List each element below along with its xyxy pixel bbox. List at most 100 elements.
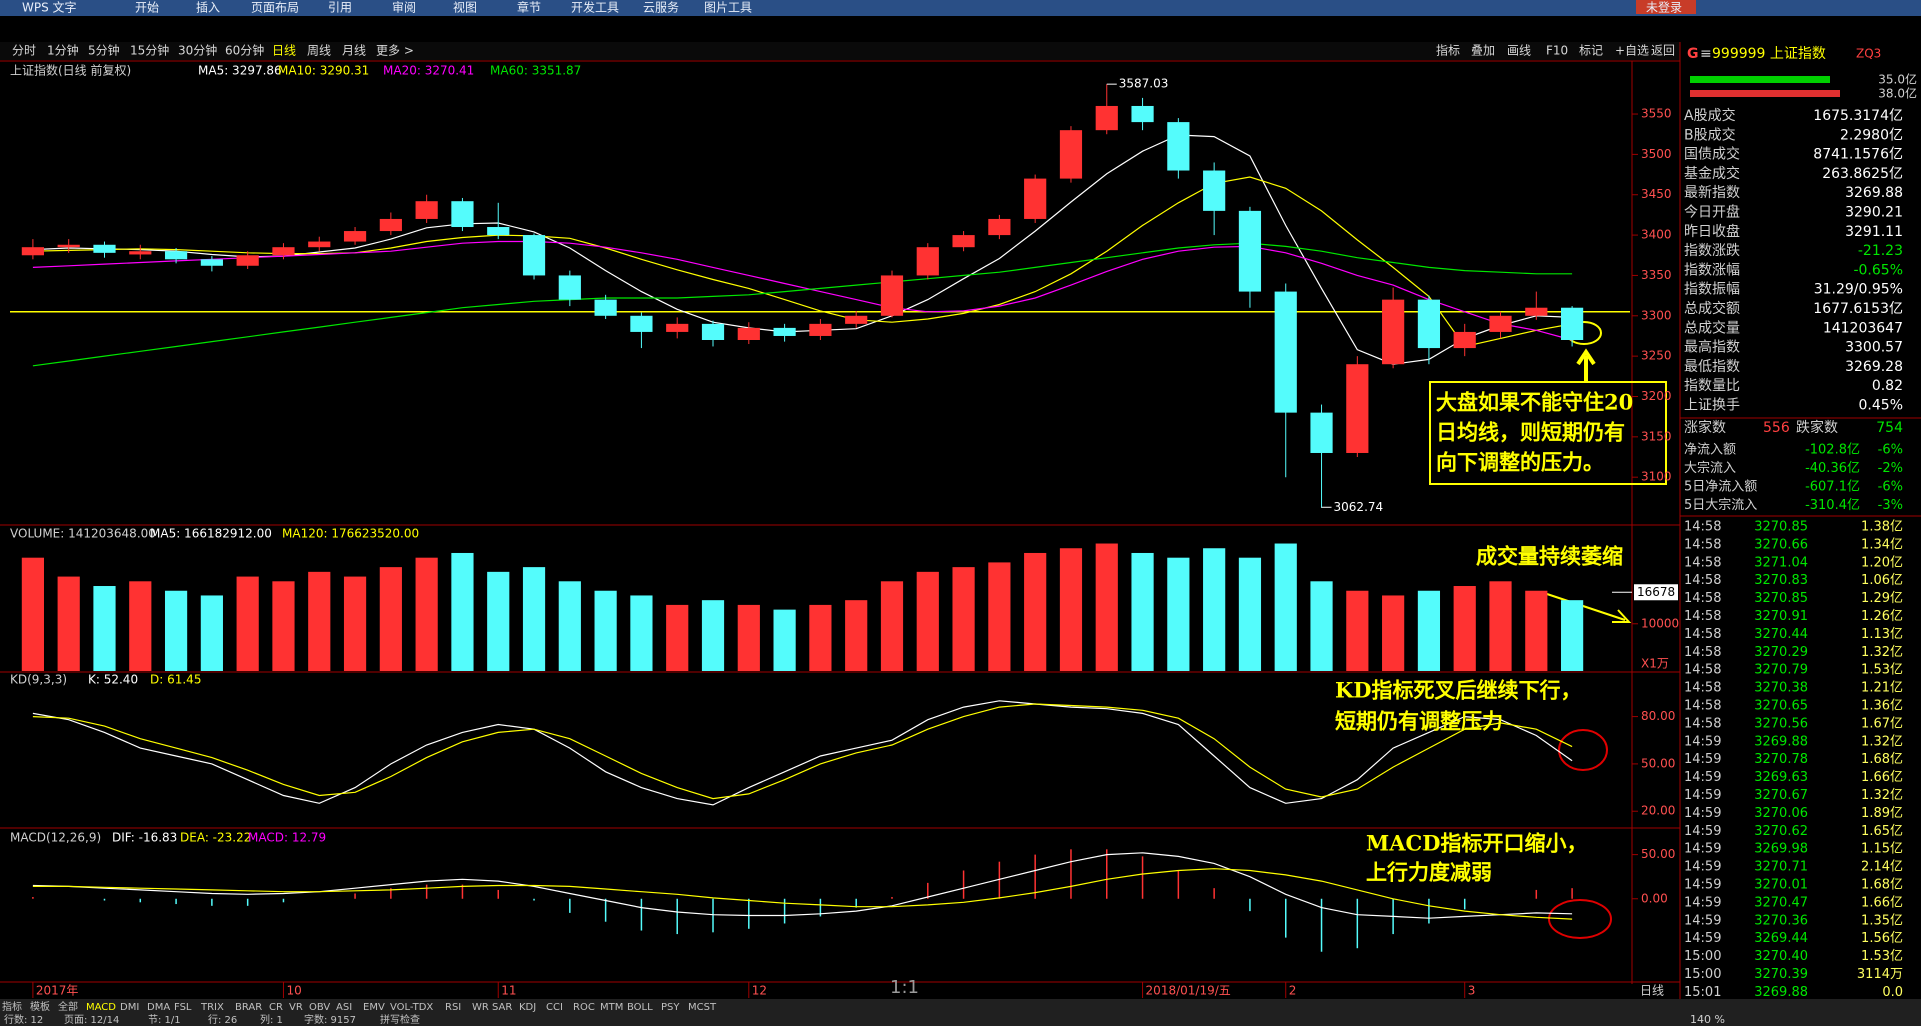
arrow xyxy=(1540,591,1632,623)
candle-body xyxy=(1095,105,1118,131)
menu-item[interactable]: WPS 文字 xyxy=(22,0,77,15)
quote-value: 3300.57 xyxy=(1845,340,1903,356)
tool-button[interactable]: 返回 xyxy=(1651,44,1675,58)
period-button[interactable]: 月线 xyxy=(342,44,366,58)
breadth: 556 xyxy=(1763,420,1790,436)
marker-box xyxy=(1634,584,1678,601)
period-button[interactable]: 更多 > xyxy=(376,44,414,58)
volume-bar xyxy=(93,586,116,671)
tick-price: 3270.06 xyxy=(1754,806,1808,821)
menu-item[interactable]: 开始 xyxy=(135,1,159,15)
indicator-tab[interactable]: TRIX xyxy=(200,1002,224,1013)
period-button[interactable]: 60分钟 xyxy=(225,43,264,58)
tick-amount: 1.34亿 xyxy=(1861,537,1903,552)
volume-bar xyxy=(343,576,367,671)
indicator-tab[interactable]: ROC xyxy=(573,1002,595,1013)
quote-label: 基金成交 xyxy=(1684,165,1740,182)
menu-icon: ≡ xyxy=(1700,46,1712,62)
indicator-tab[interactable]: ASI xyxy=(336,1002,352,1013)
tool-button[interactable]: 标记 xyxy=(1579,44,1603,58)
indicator-tab[interactable]: OBV xyxy=(309,1002,330,1013)
volume-bar xyxy=(630,595,653,671)
quote-value: 0.82 xyxy=(1872,378,1903,394)
y-tick-label: 50.00 xyxy=(1641,756,1675,770)
volume-bar xyxy=(737,604,760,671)
indicator-tab[interactable]: MTM xyxy=(600,1002,623,1013)
candle-body xyxy=(916,247,939,276)
indicator-tab[interactable]: 指标 xyxy=(2,1000,22,1013)
quote-label: 最新指数 xyxy=(1684,185,1740,201)
volume-bar xyxy=(845,600,868,671)
period-button[interactable]: 日线 xyxy=(272,44,296,58)
ma-line xyxy=(32,240,1573,341)
volume-bar xyxy=(952,567,975,671)
tick-price: 3270.44 xyxy=(1754,627,1808,642)
tool-button[interactable]: 指标 xyxy=(1436,43,1460,58)
indicator-tab[interactable]: CCI xyxy=(546,1002,563,1013)
menu-item[interactable]: 章节 xyxy=(517,0,541,15)
period-button[interactable]: 5分钟 xyxy=(88,43,120,58)
indicator-tab[interactable]: MCST xyxy=(688,1002,717,1013)
menu-item[interactable]: 插入 xyxy=(196,1,220,15)
indicator-tab[interactable]: 全部 xyxy=(58,1000,78,1013)
menu-item[interactable]: 审阅 xyxy=(392,0,416,15)
indicator-tab[interactable]: 模板 xyxy=(30,1000,50,1013)
arrow xyxy=(1576,348,1596,381)
indicator-tab[interactable]: KDJ xyxy=(519,1002,536,1013)
menu-item[interactable]: 未登录 xyxy=(1646,0,1682,15)
indicator-tab[interactable]: VOL-TDX xyxy=(390,1002,433,1013)
indicator-tab[interactable]: DMI xyxy=(120,1002,139,1013)
indicator-tab[interactable]: FSL xyxy=(174,1002,192,1013)
volume-bar xyxy=(916,571,939,671)
indicator-tab[interactable]: WR xyxy=(472,1002,489,1013)
indicator-tab[interactable]: CR xyxy=(269,1002,283,1013)
tick-price: 3270.65 xyxy=(1754,699,1808,714)
indicator-tab[interactable]: SAR xyxy=(492,1002,512,1013)
quote-label: 昨日收盘 xyxy=(1684,223,1740,240)
tool-button[interactable]: F10 xyxy=(1546,44,1568,58)
menu-item[interactable]: 页面布局 xyxy=(251,1,299,15)
period-button[interactable]: 分时 xyxy=(12,44,36,58)
annotation: 大盘如果不能守住20 xyxy=(1436,390,1633,415)
indicator-tab[interactable]: BOLL xyxy=(627,1002,653,1013)
flow-label: 净流入额 xyxy=(1684,443,1736,458)
volume-bar xyxy=(594,590,617,671)
menu-item[interactable]: 引用 xyxy=(328,1,352,15)
period-button[interactable]: 1分钟 xyxy=(47,43,79,58)
flow-value: -310.4亿 xyxy=(1805,498,1860,513)
candle-body xyxy=(1059,130,1083,179)
candle-body xyxy=(522,235,546,276)
indicator-tab[interactable]: VR xyxy=(289,1002,303,1013)
indicator-tab[interactable]: BRAR xyxy=(235,1002,262,1013)
candle-body xyxy=(594,299,617,316)
x-tick-label: 2018/01/19/五 xyxy=(1146,984,1231,998)
panel-title: KD(9,3,3) xyxy=(10,673,67,687)
indicator-tab[interactable]: DMA xyxy=(147,1002,170,1013)
tick-price: 3269.88 xyxy=(1754,734,1808,749)
volume-bar xyxy=(988,562,1011,671)
period-button[interactable]: 30分钟 xyxy=(178,43,217,58)
tool-button[interactable]: +自选 xyxy=(1615,44,1649,58)
indicator-tab[interactable]: RSI xyxy=(445,1002,461,1013)
menu-item[interactable]: 视图 xyxy=(453,0,477,15)
tool-button[interactable]: 画线 xyxy=(1507,44,1531,58)
quote-label: A股成交 xyxy=(1684,107,1736,124)
period-button[interactable]: 周线 xyxy=(307,44,331,58)
tool-button[interactable]: 叠加 xyxy=(1471,44,1495,58)
menu-item[interactable]: 云服务 xyxy=(643,0,679,15)
login-button[interactable] xyxy=(1636,0,1696,14)
tick-time: 14:58 xyxy=(1684,716,1721,731)
menu-item[interactable]: 开发工具 xyxy=(571,0,619,15)
indicator-tab[interactable]: PSY xyxy=(661,1002,680,1013)
x-tick-label: 2 xyxy=(1289,984,1297,998)
candle-body xyxy=(1453,331,1476,349)
menu-item[interactable]: 图片工具 xyxy=(704,1,752,15)
period-button[interactable]: 15分钟 xyxy=(130,43,169,58)
tick-time: 15:00 xyxy=(1684,949,1721,964)
indicator-tab[interactable]: MACD xyxy=(86,1002,116,1013)
tick-time: 14:58 xyxy=(1684,591,1721,606)
indicator-tab[interactable]: EMV xyxy=(363,1002,385,1013)
volume-bar xyxy=(1417,590,1441,671)
y-tick-label: 20.00 xyxy=(1641,804,1675,818)
flow-pct: -3% xyxy=(1878,498,1903,513)
